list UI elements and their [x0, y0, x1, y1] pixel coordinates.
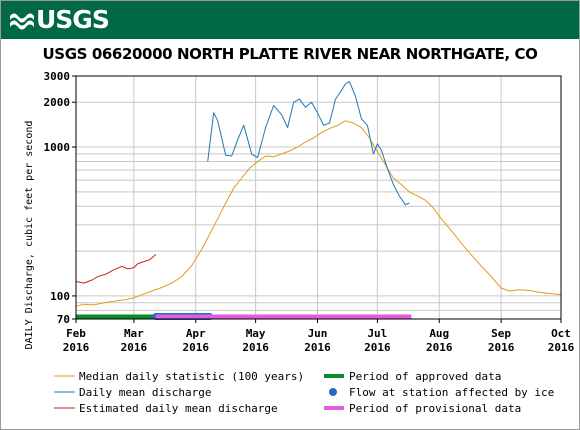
- legend-label-provisional_bar: Period of provisional data: [349, 402, 521, 415]
- x-tick-label: Oct: [551, 327, 571, 340]
- x-tick-label: Apr: [186, 327, 206, 340]
- plot-background: [76, 76, 561, 319]
- x-tick-label: Aug: [429, 327, 449, 340]
- x-tick-label: May: [246, 327, 266, 340]
- usgs-logo-text: USGS: [36, 5, 110, 34]
- x-tick-label: 2016: [242, 341, 269, 354]
- y-tick-label: 1000: [44, 141, 71, 154]
- legend-label-daily_mean: Daily mean discharge: [79, 386, 211, 399]
- x-tick-label: Sep: [491, 327, 511, 340]
- x-tick-label: 2016: [121, 341, 148, 354]
- y-tick-label: 2000: [44, 96, 71, 109]
- x-tick-label: Jun: [308, 327, 328, 340]
- usgs-wave-icon: [9, 8, 35, 32]
- x-tick-label: 2016: [63, 341, 90, 354]
- legend-swatch-ice_bar: [329, 388, 337, 396]
- legend-label-ice_bar: Flow at station affected by ice: [349, 386, 554, 399]
- usgs-banner: USGS: [1, 1, 579, 39]
- plot-area: 70100100020003000Feb2016Mar2016Apr2016Ma…: [44, 70, 575, 354]
- legend-label-median: Median daily statistic (100 years): [79, 370, 304, 383]
- chart-title: USGS 06620000 NORTH PLATTE RIVER NEAR NO…: [43, 45, 538, 63]
- usgs-logo[interactable]: USGS: [9, 5, 110, 35]
- y-axis-label: DAILY Discharge, cubic feet per second: [24, 121, 35, 350]
- series-line-median: [75, 120, 562, 307]
- series-line-estimated: [75, 254, 157, 284]
- y-tick-label: 70: [57, 313, 70, 326]
- legend: Median daily statistic (100 years) Daily …: [54, 370, 554, 415]
- x-tick-label: 2016: [364, 341, 391, 354]
- x-tick-label: 2016: [548, 341, 575, 354]
- y-tick-label: 3000: [44, 70, 71, 83]
- x-tick-label: 2016: [304, 341, 331, 354]
- x-tick-label: 2016: [183, 341, 210, 354]
- x-tick-label: Feb: [66, 327, 86, 340]
- series-line-daily_mean: [207, 81, 410, 206]
- x-tick-label: Mar: [124, 327, 144, 340]
- x-tick-label: 2016: [488, 341, 515, 354]
- x-tick-label: Jul: [367, 327, 387, 340]
- y-tick-label: 100: [50, 290, 70, 303]
- legend-label-approved_bar: Period of approved data: [349, 370, 501, 383]
- discharge-chart: USGS 06620000 NORTH PLATTE RIVER NEAR NO…: [24, 45, 575, 415]
- legend-label-estimated: Estimated daily mean discharge: [79, 402, 278, 415]
- x-tick-label: 2016: [426, 341, 453, 354]
- plot-border: [75, 75, 562, 320]
